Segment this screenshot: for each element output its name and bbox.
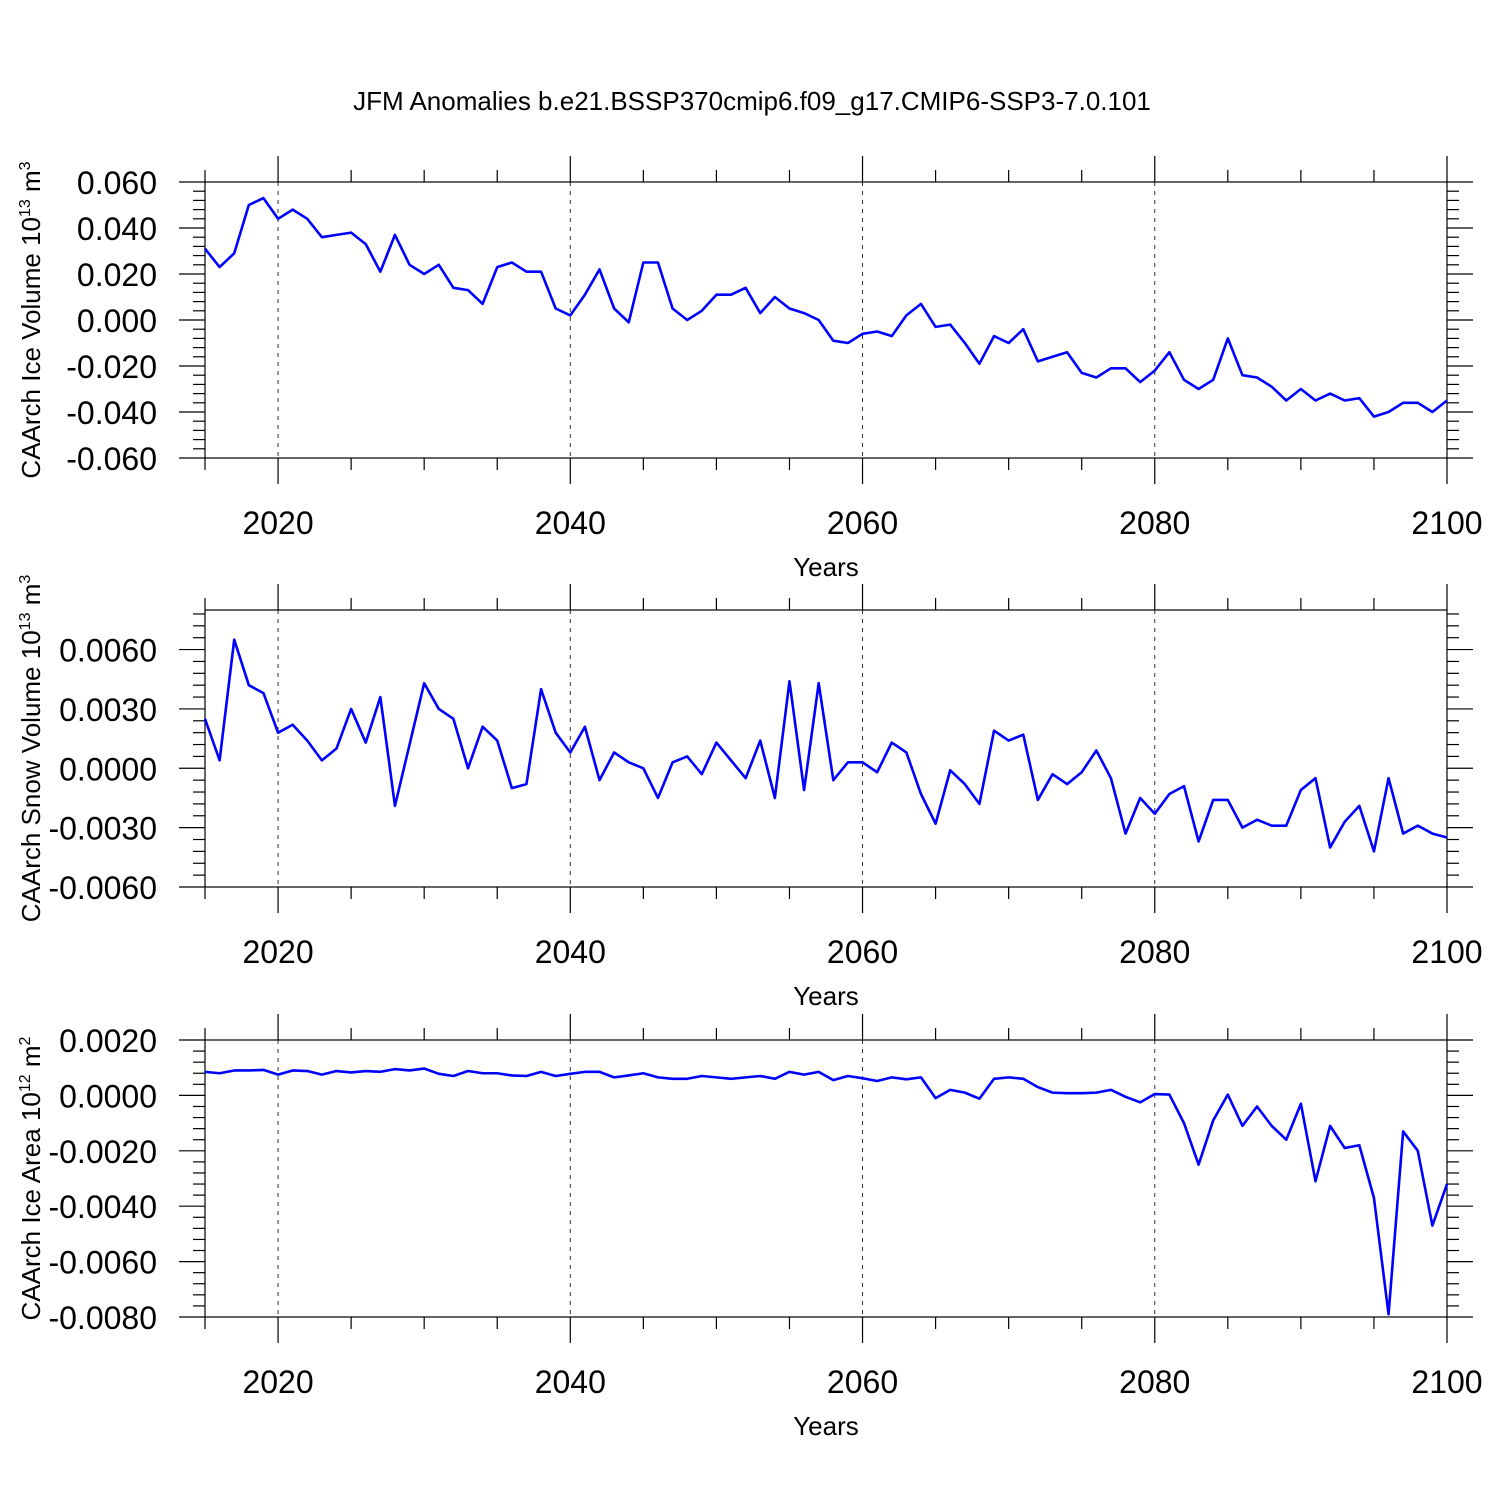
x-tick-label: 2040 xyxy=(535,1364,606,1400)
y-tick-label: 0.0030 xyxy=(59,692,157,728)
plot-frame xyxy=(204,1039,1448,1318)
x-tick-label: 2060 xyxy=(827,934,898,970)
series-line xyxy=(203,196,1448,418)
panels: 2020 2040 2060 2080 2100 -0.060 -0.040 -0.020 0.… xyxy=(16,156,1483,1441)
panel-2: 2020 2040 2060 2080 2100 -0.0060 -0.0030 0.0000… xyxy=(16,575,1483,1011)
y-tick-label: -0.0020 xyxy=(48,1134,157,1170)
y-axis-title-unit: m xyxy=(16,1045,46,1074)
x-axis-title: Years xyxy=(793,552,859,582)
y-tick-label: -0.0060 xyxy=(48,870,157,906)
y-tick-label: 0.0020 xyxy=(59,1023,157,1059)
y-tick-label: 0.020 xyxy=(77,257,157,293)
series-line xyxy=(204,1067,1449,1316)
y-tick-label: 0.0060 xyxy=(59,633,157,669)
plot-frame xyxy=(204,609,1448,888)
y-tick-label: -0.020 xyxy=(66,349,157,385)
y-axis-title-text: CAArch Ice Volume 10 xyxy=(16,217,46,479)
x-tick-label: 2060 xyxy=(827,1364,898,1400)
series-line xyxy=(203,638,1448,853)
y-tick-label: -0.0040 xyxy=(48,1189,157,1225)
y-axis-title-unit-exponent: 3 xyxy=(17,575,34,584)
y-tick-label: -0.0030 xyxy=(48,811,157,847)
y-tick-label: 0.040 xyxy=(77,211,157,247)
x-axis-title: Years xyxy=(793,981,859,1011)
y-tick-label: -0.0080 xyxy=(48,1300,157,1336)
y-tick-label: 0.0000 xyxy=(59,751,157,787)
x-tick-label: 2040 xyxy=(535,934,606,970)
x-tick-label: 2100 xyxy=(1411,934,1482,970)
y-tick-label: 0.000 xyxy=(77,303,157,339)
x-axis-title: Years xyxy=(793,1411,859,1441)
y-axis-title-text: CAArch Snow Volume 10 xyxy=(16,630,46,922)
x-tick-label: 2080 xyxy=(1119,505,1190,541)
y-axis-title-exponent: 13 xyxy=(17,199,34,217)
y-tick-label: -0.0060 xyxy=(48,1245,157,1281)
plot-frame xyxy=(204,181,1448,459)
y-tick-label: 0.060 xyxy=(77,165,157,201)
y-axis-title-exponent: 13 xyxy=(17,612,34,630)
y-axis-title-text: CAArch Ice Area 10 xyxy=(16,1092,46,1320)
panel-3: 2020 2040 2060 2080 2100 -0.0080 -0.0060 -0.004… xyxy=(16,1014,1483,1441)
y-axis-title-unit: m xyxy=(16,170,46,199)
y-tick-label: -0.040 xyxy=(66,395,157,431)
x-tick-label: 2060 xyxy=(827,505,898,541)
y-axis-title-unit-exponent: 2 xyxy=(17,1036,34,1045)
x-tick-label: 2080 xyxy=(1119,934,1190,970)
x-tick-label: 2040 xyxy=(535,505,606,541)
x-tick-label: 2100 xyxy=(1411,505,1482,541)
x-tick-label: 2100 xyxy=(1411,1364,1482,1400)
panel-1: 2020 2040 2060 2080 2100 -0.060 -0.040 -0.020 0.… xyxy=(16,156,1483,582)
x-tick-label: 2080 xyxy=(1119,1364,1190,1400)
y-axis-title-unit-exponent: 3 xyxy=(17,161,34,170)
y-axis-title: CAArch Ice Area 1012 m2 xyxy=(16,1036,46,1320)
y-tick-label: -0.060 xyxy=(66,441,157,477)
y-axis-title: CAArch Ice Volume 1013 m3 xyxy=(16,161,46,478)
y-axis-title-unit: m xyxy=(16,584,46,613)
y-axis-title: CAArch Snow Volume 1013 m3 xyxy=(16,575,46,923)
x-tick-label: 2020 xyxy=(242,934,313,970)
x-tick-label: 2020 xyxy=(242,1364,313,1400)
y-tick-label: 0.0000 xyxy=(59,1078,157,1114)
y-axis-title-exponent: 12 xyxy=(17,1074,34,1092)
chart-title: JFM Anomalies b.e21.BSSP370cmip6.f09_g17… xyxy=(353,86,1151,116)
x-tick-label: 2020 xyxy=(242,505,313,541)
